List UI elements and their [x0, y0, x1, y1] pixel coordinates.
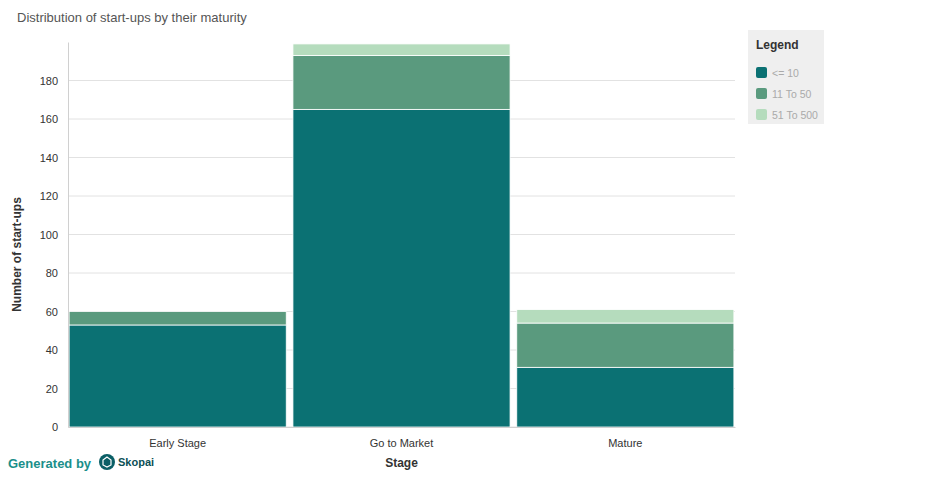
logo-text: Skopai — [118, 456, 154, 468]
chart: Distribution of start-ups by their matur… — [0, 0, 940, 477]
bars — [69, 44, 734, 427]
x-tick-label: Go to Market — [370, 437, 434, 449]
logo-icon-detail — [103, 457, 111, 467]
y-tick-label: 100 — [40, 229, 58, 241]
y-axis: 0 20 40 60 80 100 120 140 160 180 — [40, 43, 69, 434]
y-tick: 120 — [40, 190, 68, 202]
bar-segment — [517, 323, 734, 367]
y-tick-label: 180 — [40, 75, 58, 87]
x-tick-label: Early Stage — [149, 437, 206, 449]
y-tick: 160 — [40, 113, 68, 125]
y-tick-label: 40 — [46, 344, 58, 356]
x-axis: Early Stage Go to Market Mature — [69, 427, 736, 449]
legend-label: 11 To 50 — [772, 88, 811, 100]
y-tick: 0 — [52, 421, 68, 433]
y-tick: 100 — [40, 229, 68, 241]
legend-swatch — [756, 109, 767, 120]
logo-icon — [99, 454, 115, 470]
y-tick: 180 — [40, 75, 68, 87]
y-tick: 140 — [40, 152, 68, 164]
bar-series — [69, 109, 734, 427]
bar-series — [293, 44, 734, 323]
title: Distribution of start-ups by their matur… — [17, 10, 247, 25]
legend-box — [748, 30, 824, 124]
legend-label: 51 To 500 — [772, 109, 818, 121]
y-tick-label: 20 — [46, 383, 58, 395]
bar-series — [69, 55, 734, 367]
grid — [68, 81, 735, 428]
y-tick-label: 0 — [52, 421, 58, 433]
y-tick: 60 — [46, 306, 68, 318]
source-text: Generated by — [8, 456, 92, 471]
bar-segment — [293, 44, 510, 56]
y-axis-line — [68, 43, 69, 428]
y-tick-label: 80 — [46, 267, 58, 279]
x-tick-label: Mature — [608, 437, 642, 449]
x-axis-title: Stage — [385, 456, 418, 470]
x-tick: Mature — [608, 427, 642, 449]
y-axis-title: Number of start-ups — [10, 197, 24, 312]
legend-swatch — [756, 67, 767, 78]
y-tick-label: 60 — [46, 306, 58, 318]
y-tick-label: 140 — [40, 152, 58, 164]
bar-segment — [517, 367, 734, 427]
bar-segment — [69, 325, 286, 427]
legend: Legend <= 10 11 To 50 51 To 500 — [748, 30, 824, 124]
bar-segment — [293, 109, 510, 427]
bar-segment — [517, 310, 734, 323]
y-tick-label: 120 — [40, 190, 58, 202]
y-tick: 20 — [46, 383, 68, 395]
bar-segment — [69, 312, 286, 325]
y-tick: 40 — [46, 344, 68, 356]
legend-title: Legend — [756, 38, 799, 52]
x-tick: Go to Market — [370, 427, 434, 449]
source-logo: Skopai — [99, 454, 154, 470]
bar-segment — [293, 55, 510, 109]
y-tick: 80 — [46, 267, 68, 279]
x-tick: Early Stage — [149, 427, 206, 449]
y-tick-label: 160 — [40, 113, 58, 125]
x-axis-line — [69, 427, 736, 428]
legend-swatch — [756, 88, 767, 99]
bar-segment — [69, 311, 286, 312]
legend-label: <= 10 — [772, 67, 799, 79]
